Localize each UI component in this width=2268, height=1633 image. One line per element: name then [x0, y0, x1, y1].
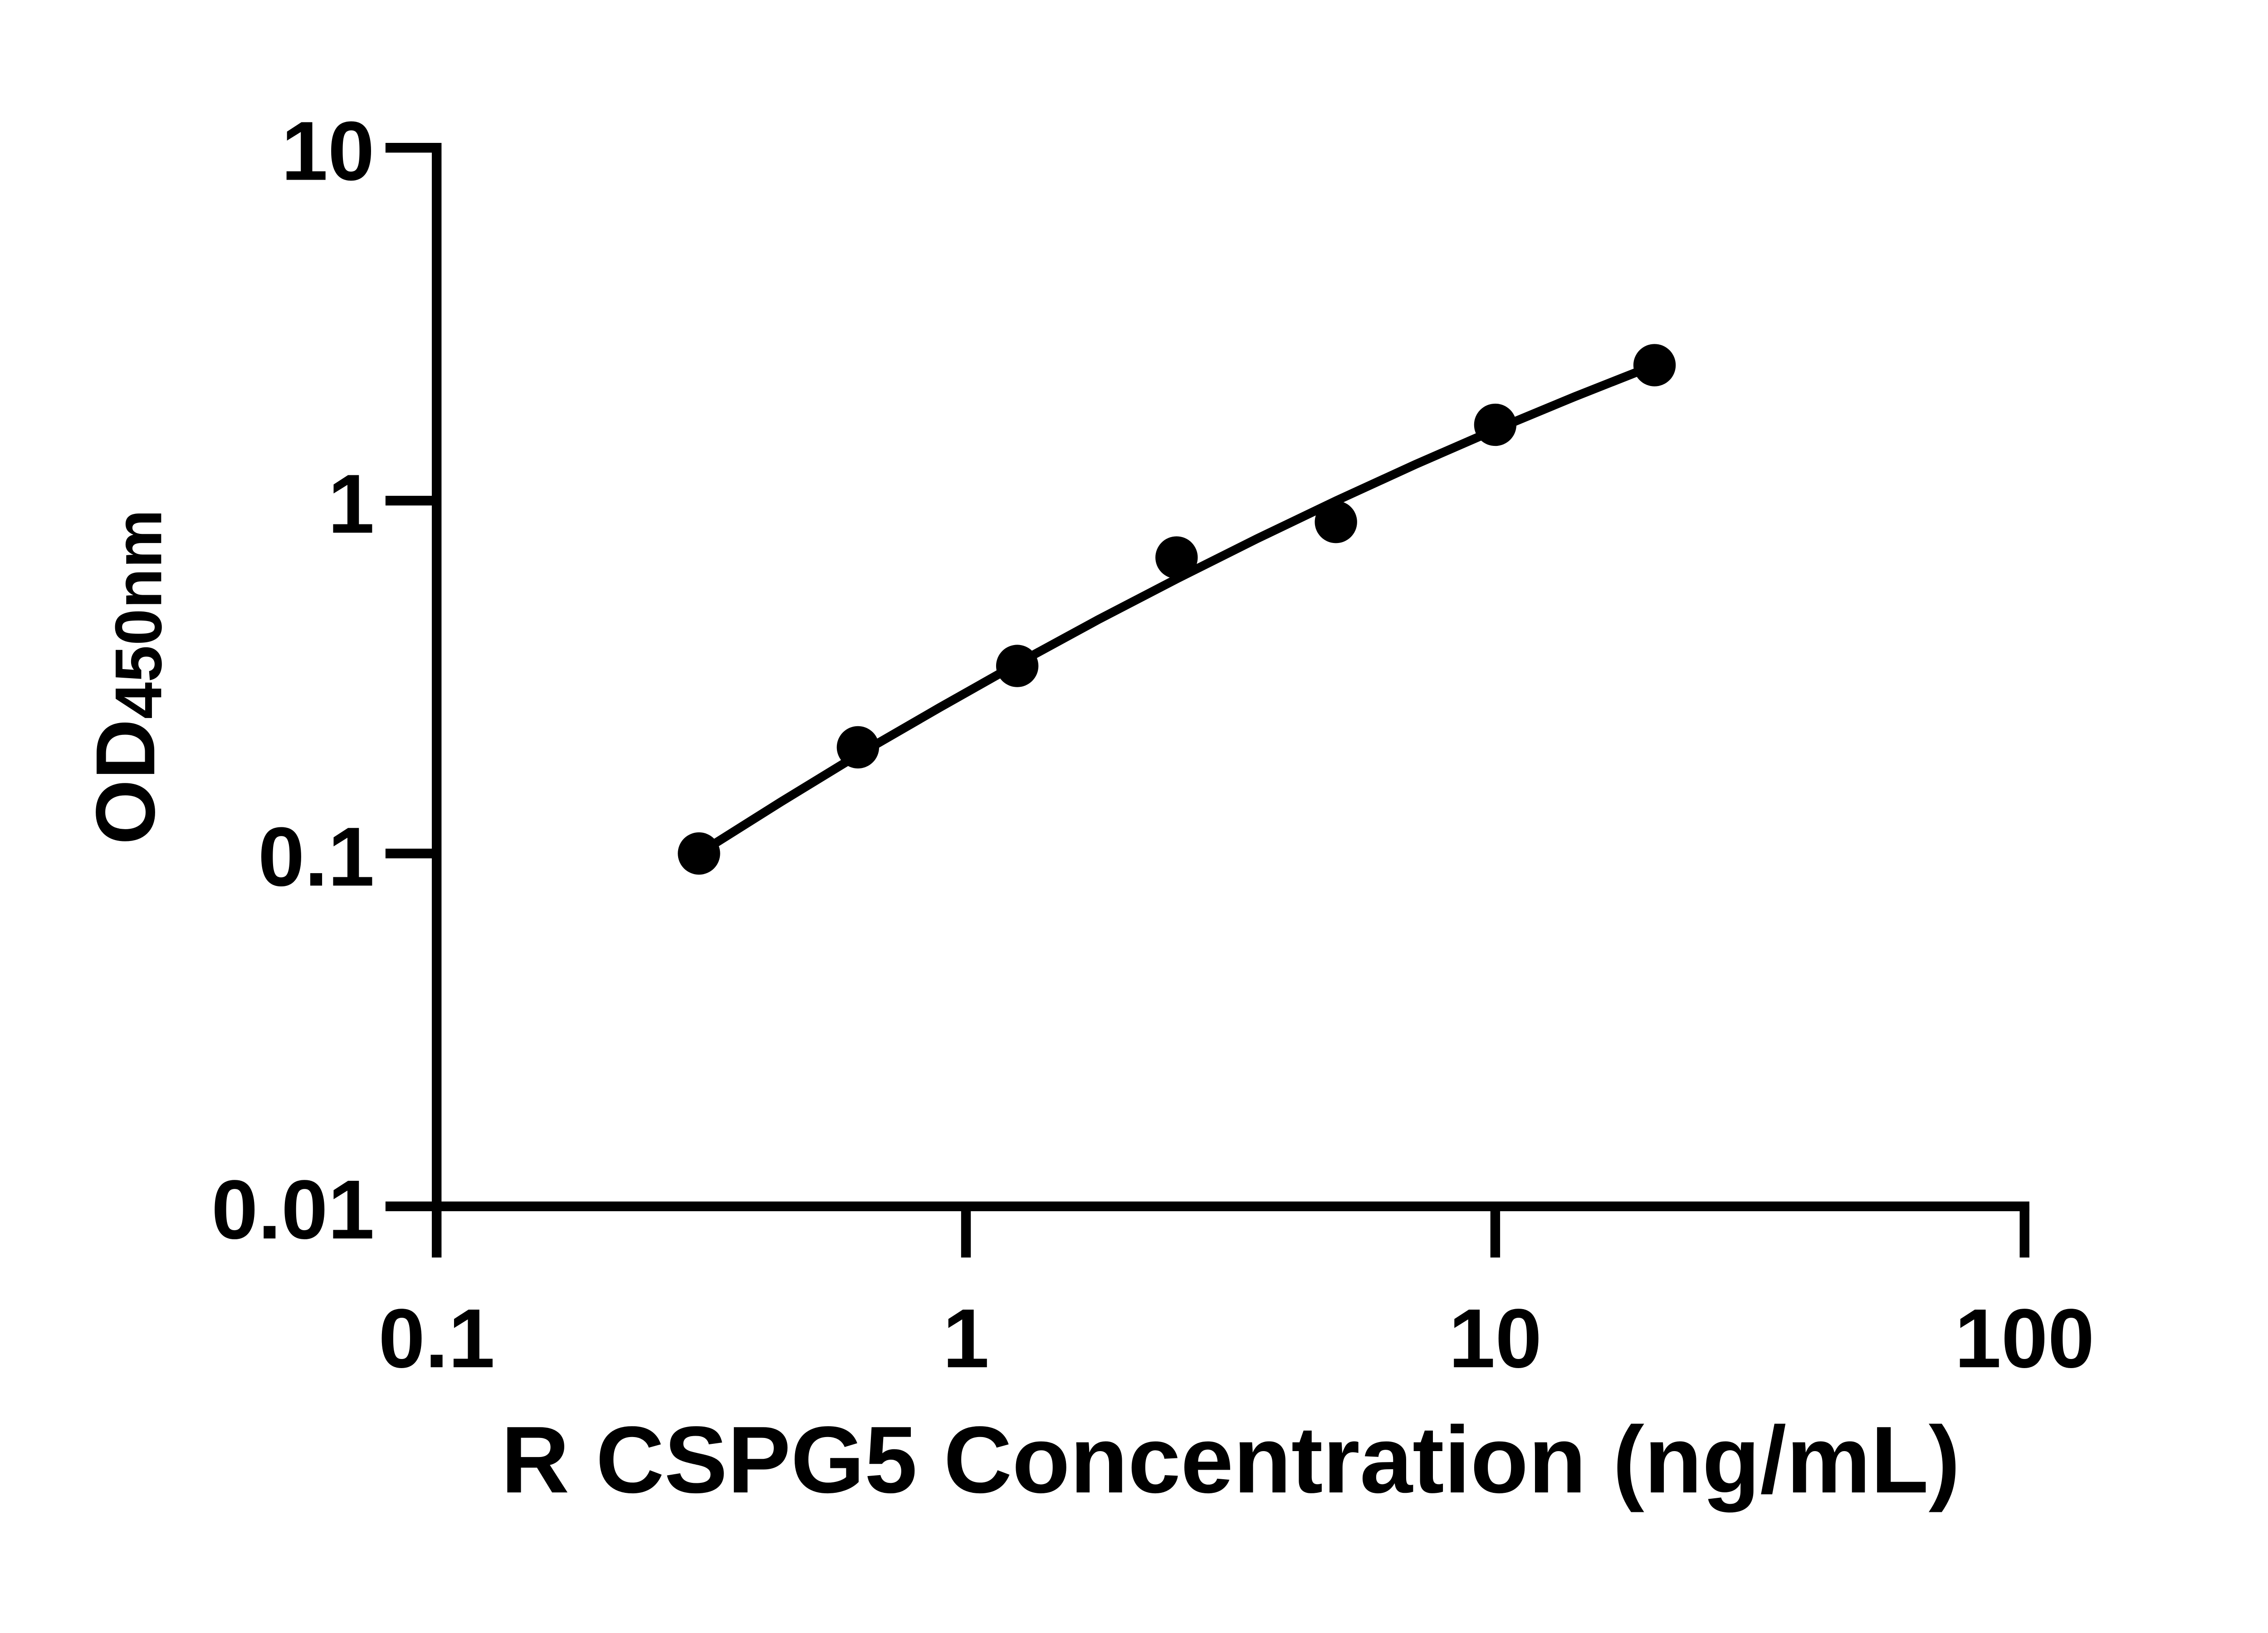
data-point [1315, 501, 1357, 543]
data-point [836, 726, 880, 769]
y-tick-label: 1 [328, 457, 375, 551]
y-tick-label: 10 [281, 105, 375, 198]
axes [431, 143, 2029, 1212]
x-axis-title: R CSPG5 Concentration (ng/mL) [501, 1407, 1960, 1513]
x-tick-label: 100 [1955, 1292, 2094, 1385]
data-point [678, 832, 720, 875]
x-tick-label: 0.1 [378, 1292, 495, 1385]
ticks [385, 143, 2029, 1258]
standard-curve-chart: 10 1 0.1 0.01 0.1 1 10 100 R CSPG5 Concentratio… [79, 104, 2095, 1513]
x-tick-label: 10 [1449, 1292, 1542, 1385]
plot-area [678, 344, 1676, 875]
y-tick-label: 0.1 [258, 810, 375, 904]
y-axis-title: OD450nm [79, 509, 175, 845]
y-axis-title-subscript: 450nm [101, 509, 175, 719]
data-point [1633, 344, 1676, 386]
y-tick-label: 0.01 [211, 1163, 375, 1257]
data-point [1474, 403, 1517, 446]
data-point [996, 645, 1039, 687]
x-tick-label: 1 [943, 1292, 989, 1385]
data-point [1155, 536, 1198, 579]
y-axis-title-main: OD [79, 719, 172, 845]
